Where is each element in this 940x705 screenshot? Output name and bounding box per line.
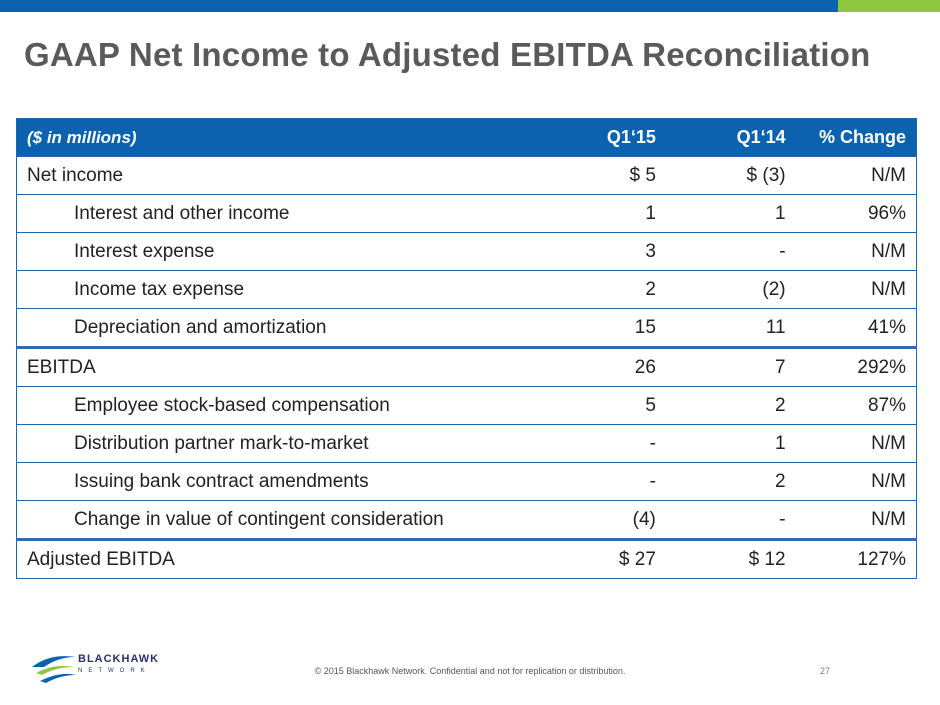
q1-14-value: - [665,232,796,271]
change-value: N/M [795,462,917,501]
table-row: Interest expense 3 - N/M [16,232,917,271]
row-label: EBITDA [16,346,557,387]
change-value: 41% [795,308,917,348]
blackhawk-logo-icon [32,656,76,683]
row-label: Distribution partner mark-to-market [16,424,557,463]
row-label: Depreciation and amortization [16,308,557,348]
q1-15-value: 1 [556,194,666,233]
units-header: ($ in millions) [16,118,557,157]
table-row: Interest and other income 1 1 96% [16,194,917,233]
logo-subtitle: NETWORK [78,668,151,674]
q1-15-value: (4) [556,500,666,540]
change-value: N/M [795,232,917,271]
q1-15-value: 5 [556,386,666,425]
table-row: Issuing bank contract amendments - 2 N/M [16,462,917,501]
change-header: % Change [795,118,917,157]
row-label: Net income [16,156,557,195]
q1-15-header: Q1‘15 [556,118,666,157]
q1-14-header: Q1‘14 [665,118,796,157]
row-label: Interest expense [16,232,557,271]
change-value: 127% [795,538,917,579]
q1-15-value: $ 5 [556,156,666,195]
row-label: Income tax expense [16,270,557,309]
q1-15-value: 15 [556,308,666,348]
change-value: 87% [795,386,917,425]
page-number: 27 [820,666,831,676]
q1-15-value: - [556,424,666,463]
row-label: Adjusted EBITDA [16,538,557,579]
q1-14-value: (2) [665,270,796,309]
change-value: N/M [795,270,917,309]
row-label: Issuing bank contract amendments [16,462,557,501]
table-row-subtotal: EBITDA 26 7 292% [16,346,917,387]
q1-15-value: $ 27 [556,538,666,579]
q1-14-value: 11 [665,308,796,348]
q1-14-value: 2 [665,386,796,425]
table-header-row: ($ in millions) Q1‘15 Q1‘14 % Change [16,118,917,157]
q1-14-value: - [665,500,796,540]
change-value: 292% [795,346,917,387]
top-accent-bar-green [838,0,940,12]
q1-15-value: 26 [556,346,666,387]
q1-14-value: $ (3) [665,156,796,195]
q1-14-value: $ 12 [665,538,796,579]
q1-15-value: 3 [556,232,666,271]
change-value: N/M [795,500,917,540]
reconciliation-table: ($ in millions) Q1‘15 Q1‘14 % Change Net… [16,118,917,579]
q1-15-value: - [556,462,666,501]
table-row: Income tax expense 2 (2) N/M [16,270,917,309]
change-value: N/M [795,156,917,195]
table-row: Net income $ 5 $ (3) N/M [16,156,917,195]
table-row-total: Adjusted EBITDA $ 27 $ 12 127% [16,538,917,579]
change-value: N/M [795,424,917,463]
slide-title: GAAP Net Income to Adjusted EBITDA Recon… [24,36,871,73]
table-row: Depreciation and amortization 15 11 41% [16,308,917,348]
q1-14-value: 1 [665,424,796,463]
q1-14-value: 7 [665,346,796,387]
q1-14-value: 1 [665,194,796,233]
footer-copyright: © 2015 Blackhawk Network. Confidential a… [314,666,626,676]
logo-wordmark: BLACKHAWK [78,653,160,665]
table-row: Employee stock-based compensation 5 2 87… [16,386,917,425]
top-accent-bar [0,0,838,12]
row-label: Interest and other income [16,194,557,233]
q1-14-value: 2 [665,462,796,501]
table-row: Distribution partner mark-to-market - 1 … [16,424,917,463]
q1-15-value: 2 [556,270,666,309]
change-value: 96% [795,194,917,233]
table-row: Change in value of contingent considerat… [16,500,917,540]
row-label: Employee stock-based compensation [16,386,557,425]
row-label: Change in value of contingent considerat… [16,500,557,540]
